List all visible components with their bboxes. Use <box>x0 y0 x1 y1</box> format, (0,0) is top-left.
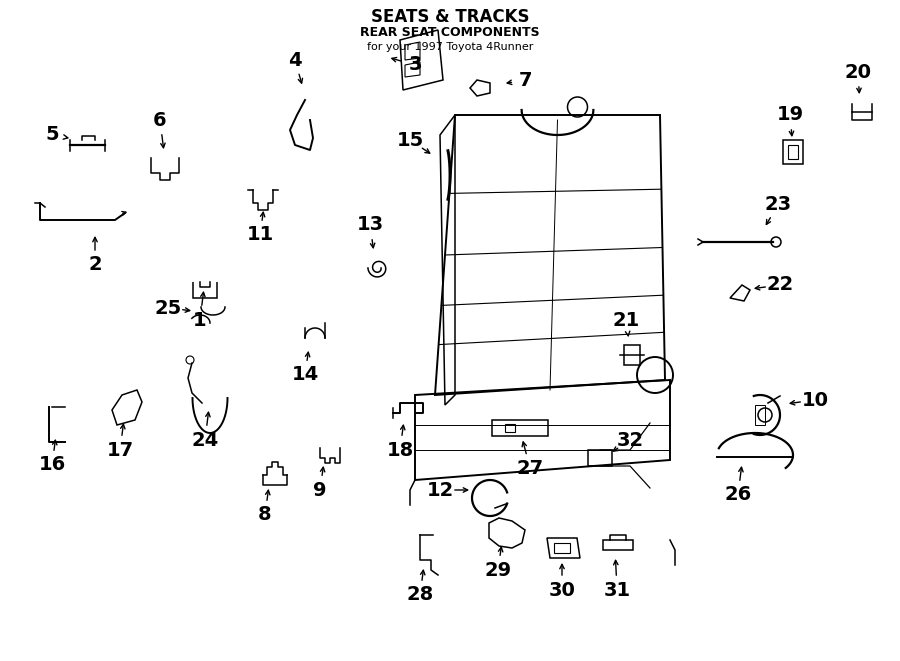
Text: 22: 22 <box>767 276 794 295</box>
Text: 11: 11 <box>247 225 274 245</box>
Text: REAR SEAT COMPONENTS: REAR SEAT COMPONENTS <box>360 26 540 39</box>
Text: 23: 23 <box>764 196 792 215</box>
Text: 13: 13 <box>356 215 383 235</box>
Text: 30: 30 <box>549 580 575 600</box>
Text: 21: 21 <box>612 311 640 329</box>
Text: 19: 19 <box>777 106 804 124</box>
Text: 15: 15 <box>396 130 424 149</box>
Text: 9: 9 <box>313 481 327 500</box>
Text: 17: 17 <box>106 440 133 459</box>
Text: 12: 12 <box>427 481 454 500</box>
Text: for your 1997 Toyota 4Runner: for your 1997 Toyota 4Runner <box>367 42 533 52</box>
Text: 20: 20 <box>844 63 871 81</box>
Text: 5: 5 <box>45 126 58 145</box>
Text: 14: 14 <box>292 366 319 385</box>
Text: 26: 26 <box>724 485 751 504</box>
Text: SEATS & TRACKS: SEATS & TRACKS <box>371 8 529 26</box>
Text: 7: 7 <box>519 71 533 89</box>
Text: 6: 6 <box>153 110 166 130</box>
Text: 31: 31 <box>603 580 631 600</box>
Text: 3: 3 <box>409 56 422 75</box>
Text: 29: 29 <box>484 561 511 580</box>
Text: 10: 10 <box>802 391 829 410</box>
Text: 1: 1 <box>194 311 207 329</box>
Text: 18: 18 <box>386 440 414 459</box>
Text: 27: 27 <box>517 459 544 477</box>
Text: 28: 28 <box>407 586 434 605</box>
Text: 2: 2 <box>88 256 102 274</box>
Text: 32: 32 <box>616 430 643 449</box>
Text: 8: 8 <box>258 506 272 524</box>
Text: 4: 4 <box>288 50 302 69</box>
Text: 24: 24 <box>192 430 219 449</box>
Text: 25: 25 <box>155 299 182 317</box>
Text: 16: 16 <box>39 455 66 475</box>
